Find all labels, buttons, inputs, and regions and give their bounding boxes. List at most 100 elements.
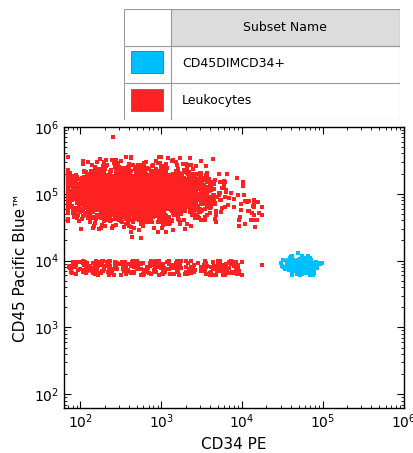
Point [88, 265, 94, 272]
Point [138, 174, 145, 182]
Point [147, 194, 153, 202]
Point [153, 196, 160, 203]
Point [69, 195, 76, 202]
Point [207, 271, 214, 278]
Point [190, 185, 197, 193]
Point [104, 216, 110, 223]
Point [94, 205, 100, 212]
Point [172, 197, 178, 204]
Point [174, 195, 181, 202]
Point [97, 174, 103, 181]
Point [110, 178, 116, 186]
Point [95, 167, 102, 174]
Point [94, 199, 101, 207]
Point [65, 193, 71, 200]
Point [66, 196, 72, 203]
Point [200, 196, 206, 203]
Point [97, 208, 104, 216]
Point [114, 190, 120, 197]
Point [173, 192, 180, 199]
Point [111, 187, 117, 194]
Point [126, 200, 133, 207]
Point [126, 203, 132, 211]
Point [81, 261, 87, 269]
Point [298, 263, 305, 270]
Point [179, 202, 186, 209]
Point [149, 176, 155, 183]
Point [162, 182, 169, 189]
Point [216, 189, 222, 196]
Point [291, 267, 297, 274]
Point [102, 193, 109, 201]
Point [135, 167, 141, 174]
Point [108, 186, 115, 193]
Point [157, 190, 164, 197]
Point [170, 201, 177, 208]
Point [173, 179, 180, 187]
Point [124, 219, 131, 226]
Point [142, 189, 149, 197]
Point [173, 185, 180, 193]
Point [85, 185, 92, 193]
Point [114, 180, 121, 188]
Point [204, 193, 211, 201]
Point [93, 176, 100, 183]
Point [133, 164, 140, 171]
Point [174, 185, 180, 192]
Point [86, 204, 93, 212]
Point [95, 191, 101, 198]
Point [111, 181, 118, 188]
Point [140, 183, 146, 190]
Point [127, 187, 134, 194]
Point [150, 173, 157, 181]
Point [161, 188, 168, 195]
Point [118, 178, 124, 185]
Point [140, 175, 146, 182]
Point [106, 193, 113, 200]
Point [167, 201, 173, 208]
Point [134, 211, 141, 218]
Point [113, 187, 119, 194]
Point [142, 179, 148, 187]
Point [133, 198, 139, 206]
Point [136, 165, 143, 172]
Point [296, 267, 303, 274]
Point [79, 177, 86, 184]
Point [223, 269, 229, 276]
Point [157, 183, 164, 191]
Point [137, 265, 144, 272]
Point [91, 178, 98, 186]
Point [163, 183, 169, 190]
Point [153, 172, 159, 179]
Point [81, 181, 88, 188]
Point [140, 165, 146, 172]
Point [186, 193, 193, 201]
Point [141, 183, 148, 191]
Point [113, 181, 120, 188]
Point [188, 177, 195, 184]
Point [122, 260, 129, 268]
Point [179, 198, 186, 206]
Point [145, 218, 152, 226]
Point [112, 198, 118, 206]
Point [112, 185, 119, 192]
Point [292, 257, 299, 265]
Point [121, 223, 128, 230]
Point [170, 198, 177, 205]
Point [131, 188, 138, 196]
Point [165, 188, 171, 195]
Point [301, 266, 308, 273]
Point [110, 191, 117, 198]
Point [132, 207, 138, 214]
Point [106, 196, 113, 203]
Point [184, 203, 191, 210]
Point [225, 259, 232, 266]
Point [181, 186, 188, 193]
Point [119, 178, 126, 185]
Point [207, 193, 214, 201]
Point [145, 189, 151, 196]
Point [123, 193, 129, 200]
Point [112, 193, 118, 200]
Point [104, 180, 111, 187]
Point [106, 199, 113, 207]
